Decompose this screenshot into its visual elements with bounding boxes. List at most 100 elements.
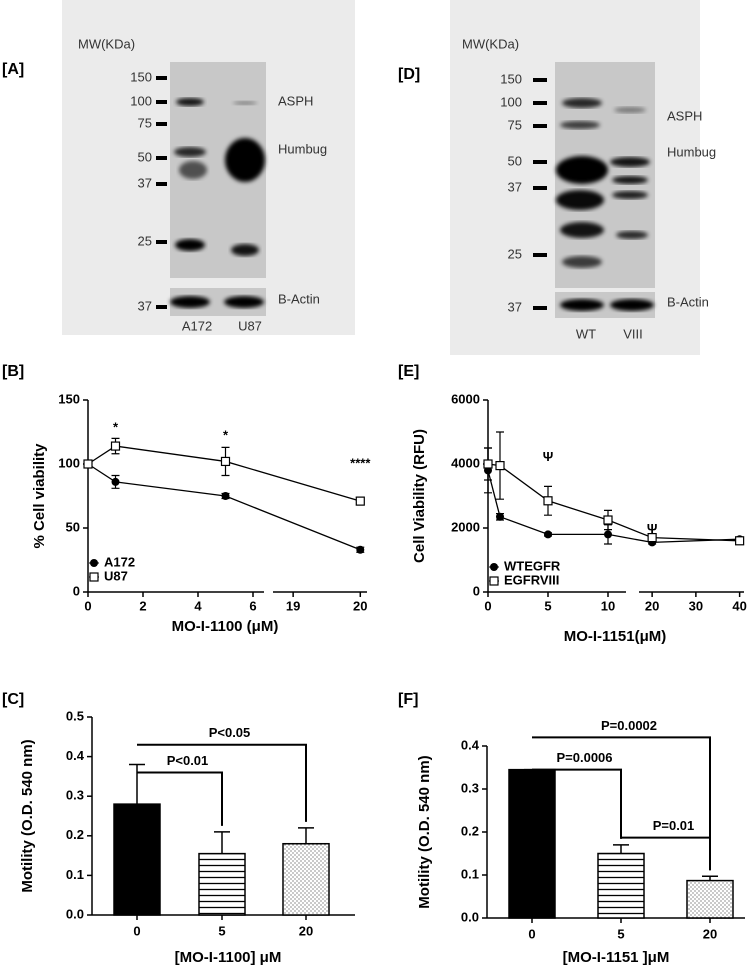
- marker: [495, 461, 505, 471]
- lane-label: A172: [182, 318, 212, 333]
- x-tick-label: 5: [544, 598, 551, 613]
- x-tick-label: 0: [484, 598, 491, 613]
- marker: [544, 530, 552, 539]
- band: [179, 161, 207, 179]
- mw-marker: 100: [130, 93, 152, 108]
- band: [556, 156, 608, 184]
- annotation: ****: [350, 455, 371, 470]
- x-tick-label: 20: [299, 923, 313, 938]
- band: [560, 121, 600, 129]
- marker: [83, 459, 93, 469]
- band-label: Humbug: [278, 141, 327, 156]
- significance-label: P<0.05: [209, 725, 251, 740]
- panel-label: [D]: [398, 66, 420, 83]
- mw-title: MW(KDa): [78, 36, 135, 51]
- mw-marker: 37: [138, 175, 152, 190]
- marker: [543, 496, 553, 506]
- x-axis-label: [MO-I-1100] μM: [175, 949, 282, 966]
- y-tick-label: 150: [58, 391, 80, 406]
- x-tick-label: 19: [286, 598, 300, 613]
- bar: [686, 879, 734, 919]
- x-tick-label: 0: [84, 598, 91, 613]
- band: [174, 147, 206, 157]
- x-tick-label: 0: [133, 923, 140, 938]
- y-tick-label: 0.2: [461, 823, 479, 838]
- band: [612, 191, 648, 199]
- panel-label: [C]: [2, 691, 24, 708]
- mw-marker: 50: [138, 149, 152, 164]
- legend-label: A172: [104, 554, 135, 569]
- mw-marker: 75: [138, 115, 152, 130]
- legend-marker: [489, 576, 499, 586]
- mw-marker: 37: [508, 299, 522, 314]
- significance-bracket: [532, 768, 622, 839]
- series-line: [487, 470, 740, 544]
- band: [175, 239, 205, 251]
- band: [225, 138, 265, 182]
- y-tick-label: 6000: [451, 391, 480, 406]
- bar: [113, 803, 161, 916]
- y-tick-label: 0.3: [66, 788, 84, 803]
- band: [610, 157, 650, 167]
- band: [176, 98, 204, 106]
- band-label: B-Actin: [278, 291, 320, 306]
- series-line: [87, 463, 361, 551]
- y-tick-label: 2000: [451, 519, 480, 534]
- band: [616, 231, 648, 239]
- band-label: B-Actin: [667, 294, 709, 309]
- y-tick-label: 0.4: [461, 737, 480, 752]
- bar: [282, 842, 330, 916]
- x-tick-label: 5: [218, 923, 225, 938]
- x-tick-label: 4: [194, 598, 202, 613]
- y-tick-label: 4000: [451, 455, 480, 470]
- y-axis-label: Cell Viability (RFU): [411, 429, 428, 563]
- band: [614, 107, 646, 113]
- panel-label: [F]: [398, 691, 418, 708]
- lane-label: WT: [576, 326, 596, 341]
- band: [224, 296, 264, 308]
- band: [562, 256, 602, 268]
- annotation: Ψ: [543, 449, 554, 464]
- mw-marker: 150: [130, 69, 152, 84]
- marker: [110, 441, 121, 451]
- y-tick-label: 0.2: [66, 827, 84, 842]
- marker: [483, 459, 493, 469]
- mw-marker: 25: [138, 233, 152, 248]
- marker: [496, 512, 504, 521]
- band: [612, 176, 648, 184]
- band: [560, 299, 604, 311]
- y-tick-label: 50: [66, 519, 80, 534]
- legend-label: WTEGFR: [504, 558, 561, 573]
- x-tick-label: 20: [353, 598, 367, 613]
- band-label: ASPH: [278, 93, 313, 108]
- band-label: Humbug: [667, 144, 716, 159]
- lane-label: U87: [238, 318, 262, 333]
- x-tick-label: 6: [249, 598, 256, 613]
- y-axis-label: Motility (O.D. 540 nm): [19, 739, 36, 892]
- bar: [508, 768, 556, 919]
- y-tick-label: 0.0: [66, 906, 84, 921]
- mw-marker: 37: [138, 298, 152, 313]
- x-tick-label: 40: [732, 598, 746, 613]
- band: [556, 190, 604, 210]
- mw-marker: 75: [508, 117, 522, 132]
- band-label: ASPH: [667, 108, 702, 123]
- legend-label: U87: [104, 568, 128, 583]
- x-tick-label: 0: [528, 926, 535, 941]
- y-tick-label: 0.1: [461, 866, 479, 881]
- legend-marker: [90, 559, 98, 567]
- y-tick-label: 0.4: [66, 748, 85, 763]
- y-tick-label: 0.0: [461, 909, 479, 924]
- significance-label: P<0.01: [167, 753, 209, 768]
- annotation: *: [223, 427, 229, 442]
- y-axis-label: Motility (O.D. 540 nm): [416, 755, 433, 908]
- marker: [220, 456, 231, 467]
- legend-marker: [490, 563, 498, 571]
- x-tick-label: 30: [689, 598, 703, 613]
- mw-marker: 25: [508, 246, 522, 261]
- error-bar: [214, 831, 230, 854]
- marker: [604, 530, 612, 539]
- significance-bracket: [137, 771, 223, 826]
- y-tick-label: 100: [58, 455, 80, 470]
